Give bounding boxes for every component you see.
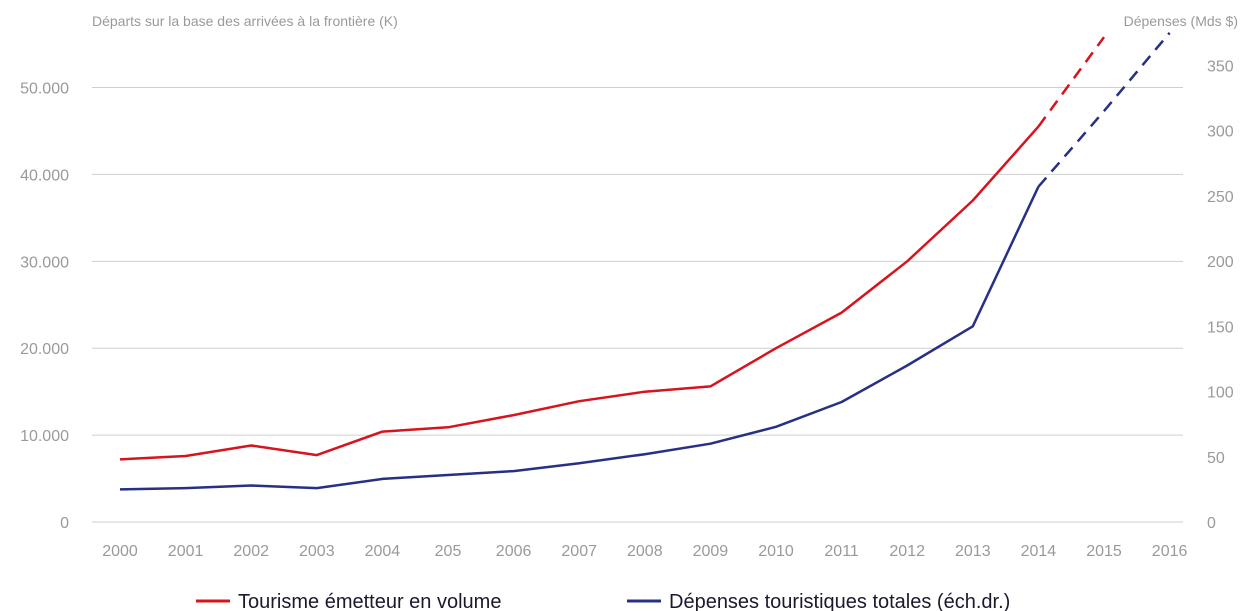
y-right-tick-label: 50 [1207, 450, 1225, 467]
series-line-1 [119, 186, 1040, 491]
x-axis-ticks: 2000 2001 2002 2003 2004 205 2006 2007 2008 2009 2… [102, 543, 1187, 560]
right-axis-ticks: 0 50 100 150 200 250 300 350 [1207, 58, 1234, 532]
series-projection-1 [1037, 31, 1171, 188]
gridlines [92, 87, 1183, 523]
y-right-tick-label: 250 [1207, 189, 1234, 206]
x-tick-label: 2016 [1152, 543, 1188, 560]
series-line-0 [119, 125, 1040, 461]
y-right-tick-label: 150 [1207, 319, 1234, 336]
x-tick-label: 2014 [1021, 543, 1057, 560]
x-tick-label: 2012 [889, 543, 925, 560]
legend-label-tourisme: Tourisme émetteur en volume [238, 591, 501, 611]
y-right-tick-label: 300 [1207, 124, 1234, 141]
left-axis-title: Départs sur la base des arrivées à la fr… [92, 13, 398, 29]
x-tick-label: 205 [435, 543, 462, 560]
x-tick-label: 2009 [693, 543, 729, 560]
x-tick-label: 2006 [496, 543, 532, 560]
x-tick-label: 2002 [233, 543, 269, 560]
legend: Tourisme émetteur en volume Dépenses tou… [196, 591, 1010, 611]
y-right-tick-label: 0 [1207, 515, 1216, 532]
x-tick-label: 2008 [627, 543, 663, 560]
x-tick-label: 2000 [102, 543, 138, 560]
x-tick-label: 2013 [955, 543, 991, 560]
x-tick-label: 2015 [1086, 543, 1122, 560]
y-right-tick-label: 350 [1207, 58, 1234, 75]
x-tick-label: 2010 [758, 543, 794, 560]
legend-label-depenses: Dépenses touristiques totales (éch.dr.) [669, 591, 1010, 611]
y-left-tick-label: 30.000 [20, 254, 69, 271]
y-right-tick-label: 100 [1207, 385, 1234, 402]
y-left-tick-label: 10.000 [20, 428, 69, 445]
x-tick-label: 2011 [824, 543, 859, 560]
y-left-tick-label: 40.000 [20, 167, 69, 184]
y-left-tick-label: 0 [60, 515, 69, 532]
legend-item-tourisme: Tourisme émetteur en volume [196, 591, 501, 611]
x-tick-label: 2003 [299, 543, 335, 560]
y-left-tick-label: 20.000 [20, 341, 69, 358]
right-axis-title: Dépenses (Mds $) [1124, 13, 1238, 29]
x-tick-label: 2007 [561, 543, 597, 560]
x-tick-label: 2001 [168, 543, 204, 560]
left-axis-ticks: 0 10.000 20.000 30.000 40.000 50.000 [20, 81, 69, 532]
legend-item-depenses: Dépenses touristiques totales (éch.dr.) [627, 591, 1010, 611]
x-tick-label: 2004 [365, 543, 401, 560]
y-left-tick-label: 50.000 [20, 81, 69, 98]
y-right-tick-label: 200 [1207, 254, 1234, 271]
series-lines [119, 31, 1171, 491]
series-projection-0 [1037, 36, 1106, 128]
